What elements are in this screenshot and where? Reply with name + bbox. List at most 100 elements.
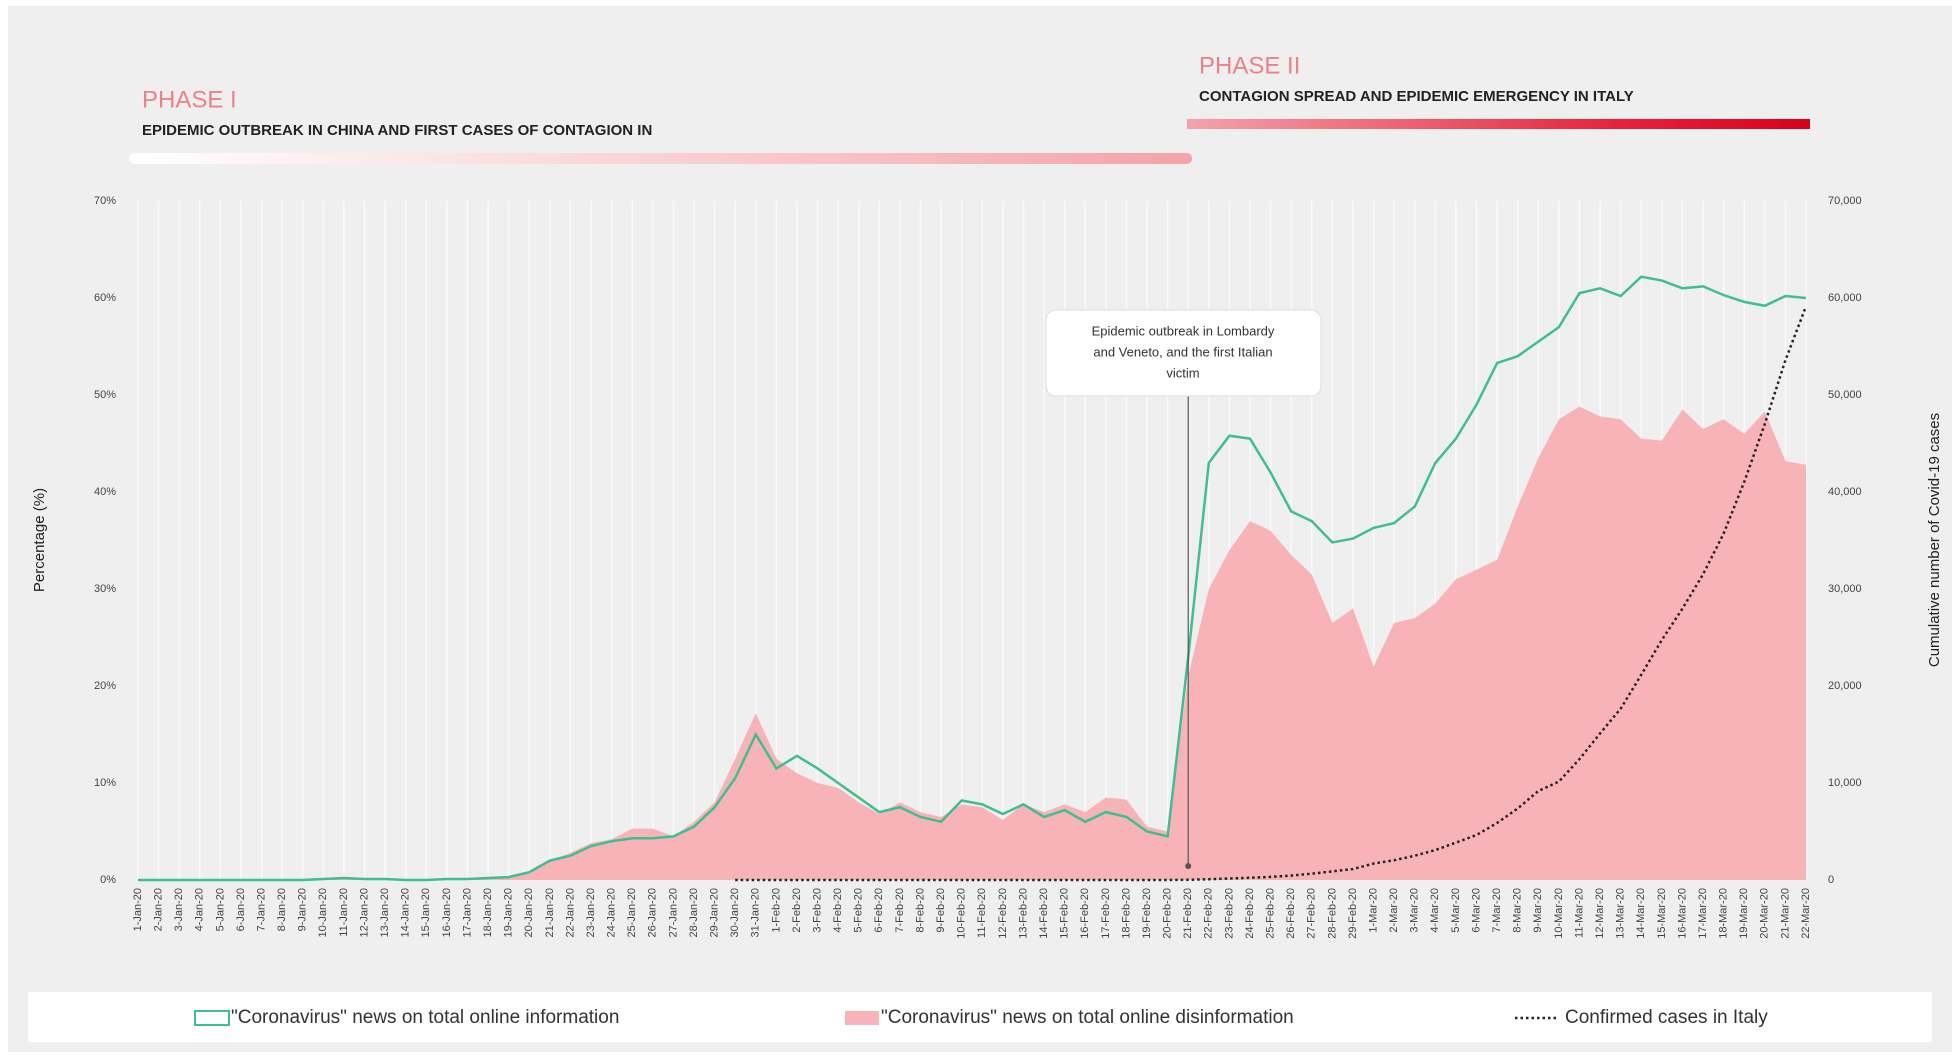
x-tick-label: 10-Feb-20	[956, 888, 968, 939]
x-tick-label: 20-Feb-20	[1162, 888, 1174, 939]
y-tick-label: 20%	[94, 680, 116, 692]
x-tick-label: 25-Feb-20	[1264, 888, 1276, 939]
x-tick-label: 18-Jan-20	[482, 888, 494, 938]
x-tick-label: 10-Jan-20	[317, 888, 329, 938]
x-tick-label: 31-Jan-20	[750, 888, 762, 938]
x-tick-label: 9-Mar-20	[1532, 888, 1544, 933]
x-tick-label: 6-Mar-20	[1470, 888, 1482, 933]
y-tick-label: 0%	[100, 874, 116, 886]
x-tick-label: 13-Feb-20	[1017, 888, 1029, 939]
legend-label: Confirmed cases in Italy	[1565, 1007, 1768, 1028]
x-tick-label: 18-Mar-20	[1718, 888, 1730, 939]
legend-swatch	[845, 1011, 879, 1025]
phase-label: PHASE II	[1199, 52, 1300, 79]
x-tick-label: 14-Feb-20	[1038, 888, 1050, 939]
x-tick-label: 15-Feb-20	[1059, 888, 1071, 939]
x-tick-label: 2-Feb-20	[791, 888, 803, 933]
legend-swatch	[194, 1010, 230, 1026]
x-tick-label: 16-Mar-20	[1676, 888, 1688, 939]
x-tick-label: 17-Jan-20	[461, 888, 473, 938]
x-tick-label: 24-Feb-20	[1244, 888, 1256, 939]
x-tick-label: 14-Jan-20	[400, 888, 412, 938]
y-tick-label: 60%	[94, 292, 116, 304]
x-tick-label: 4-Feb-20	[832, 888, 844, 933]
phase-bar	[1187, 119, 1810, 129]
x-tick-label: 11-Mar-20	[1573, 888, 1585, 938]
x-tick-label: 15-Jan-20	[420, 888, 432, 938]
legend-label: "Coronavirus" news on total online infor…	[231, 1007, 619, 1028]
legend-label: "Coronavirus" news on total online disin…	[881, 1007, 1294, 1028]
y2-tick-label: 30,000	[1828, 583, 1862, 595]
x-tick-label: 16-Jan-20	[441, 888, 453, 938]
y2-tick-label: 70,000	[1828, 195, 1862, 207]
y-axis-label: Percentage (%)	[31, 488, 48, 592]
x-tick-label: 21-Mar-20	[1779, 888, 1791, 939]
x-tick-label: 22-Feb-20	[1203, 888, 1215, 939]
x-tick-label: 2-Mar-20	[1388, 888, 1400, 933]
y-tick-label: 70%	[94, 195, 116, 207]
y-tick-label: 10%	[94, 777, 116, 789]
x-tick-label: 7-Mar-20	[1491, 888, 1503, 933]
x-tick-label: 10-Mar-20	[1553, 888, 1565, 939]
x-tick-label: 7-Jan-20	[255, 888, 267, 931]
x-tick-label: 6-Jan-20	[235, 888, 247, 931]
x-tick-label: 1-Jan-20	[132, 888, 144, 931]
y2-tick-label: 20,000	[1828, 680, 1862, 692]
x-tick-label: 29-Feb-20	[1347, 888, 1359, 939]
x-tick-label: 26-Feb-20	[1285, 888, 1297, 939]
y-tick-label: 40%	[94, 486, 116, 498]
x-tick-label: 22-Mar-20	[1800, 888, 1812, 939]
x-tick-label: 20-Mar-20	[1759, 888, 1771, 939]
x-tick-label: 3-Feb-20	[811, 888, 823, 933]
x-tick-label: 12-Jan-20	[358, 888, 370, 938]
x-tick-label: 30-Jan-20	[729, 888, 741, 938]
x-tick-label: 1-Feb-20	[770, 888, 782, 933]
x-tick-label: 19-Jan-20	[503, 888, 515, 938]
x-tick-label: 9-Jan-20	[297, 888, 309, 931]
x-tick-label: 5-Feb-20	[853, 888, 865, 933]
x-tick-label: 8-Feb-20	[914, 888, 926, 933]
phase-bar	[129, 153, 1192, 164]
x-tick-label: 25-Jan-20	[626, 888, 638, 938]
x-tick-label: 29-Jan-20	[708, 888, 720, 938]
phase-label: PHASE I	[142, 86, 237, 113]
x-tick-label: 3-Mar-20	[1409, 888, 1421, 933]
x-tick-label: 13-Mar-20	[1615, 888, 1627, 939]
x-tick-label: 23-Jan-20	[585, 888, 597, 938]
x-tick-label: 23-Feb-20	[1223, 888, 1235, 939]
x-tick-label: 28-Jan-20	[688, 888, 700, 938]
x-tick-label: 22-Jan-20	[564, 888, 576, 938]
y2-tick-label: 50,000	[1828, 389, 1862, 401]
x-tick-label: 7-Feb-20	[894, 888, 906, 933]
y2-tick-label: 60,000	[1828, 292, 1862, 304]
annotation-text: and Veneto, and the first Italian	[1093, 344, 1272, 359]
x-tick-label: 4-Mar-20	[1429, 888, 1441, 933]
annotation-box	[1045, 309, 1322, 397]
x-tick-label: 13-Jan-20	[379, 888, 391, 938]
annotation-text: victim	[1166, 365, 1199, 380]
x-tick-label: 9-Feb-20	[935, 888, 947, 933]
x-tick-label: 19-Mar-20	[1738, 888, 1750, 939]
x-tick-label: 5-Jan-20	[214, 888, 226, 931]
x-tick-label: 27-Feb-20	[1306, 888, 1318, 939]
x-tick-label: 12-Mar-20	[1594, 888, 1606, 939]
x-tick-label: 2-Jan-20	[152, 888, 164, 931]
x-tick-label: 8-Jan-20	[276, 888, 288, 931]
phase-subtitle: CONTAGION SPREAD AND EPIDEMIC EMERGENCY …	[1199, 88, 1634, 105]
x-tick-label: 20-Jan-20	[523, 888, 535, 938]
y2-tick-label: 0	[1828, 874, 1834, 886]
y2-tick-label: 40,000	[1828, 486, 1862, 498]
x-tick-label: 17-Feb-20	[1100, 888, 1112, 939]
line	[138, 275, 1807, 882]
x-tick-label: 27-Jan-20	[667, 888, 679, 938]
x-tick-label: 16-Feb-20	[1079, 888, 1091, 939]
x-tick-label: 17-Mar-20	[1697, 888, 1709, 939]
dotted-line	[735, 305, 1808, 882]
x-tick-label: 5-Mar-20	[1450, 888, 1462, 933]
y-tick-label: 30%	[94, 583, 116, 595]
x-tick-label: 21-Feb-20	[1182, 888, 1194, 939]
x-tick-label: 12-Feb-20	[997, 888, 1009, 939]
x-tick-label: 24-Jan-20	[606, 888, 618, 938]
x-tick-label: 11-Jan-20	[338, 888, 350, 937]
x-tick-label: 4-Jan-20	[194, 888, 206, 931]
